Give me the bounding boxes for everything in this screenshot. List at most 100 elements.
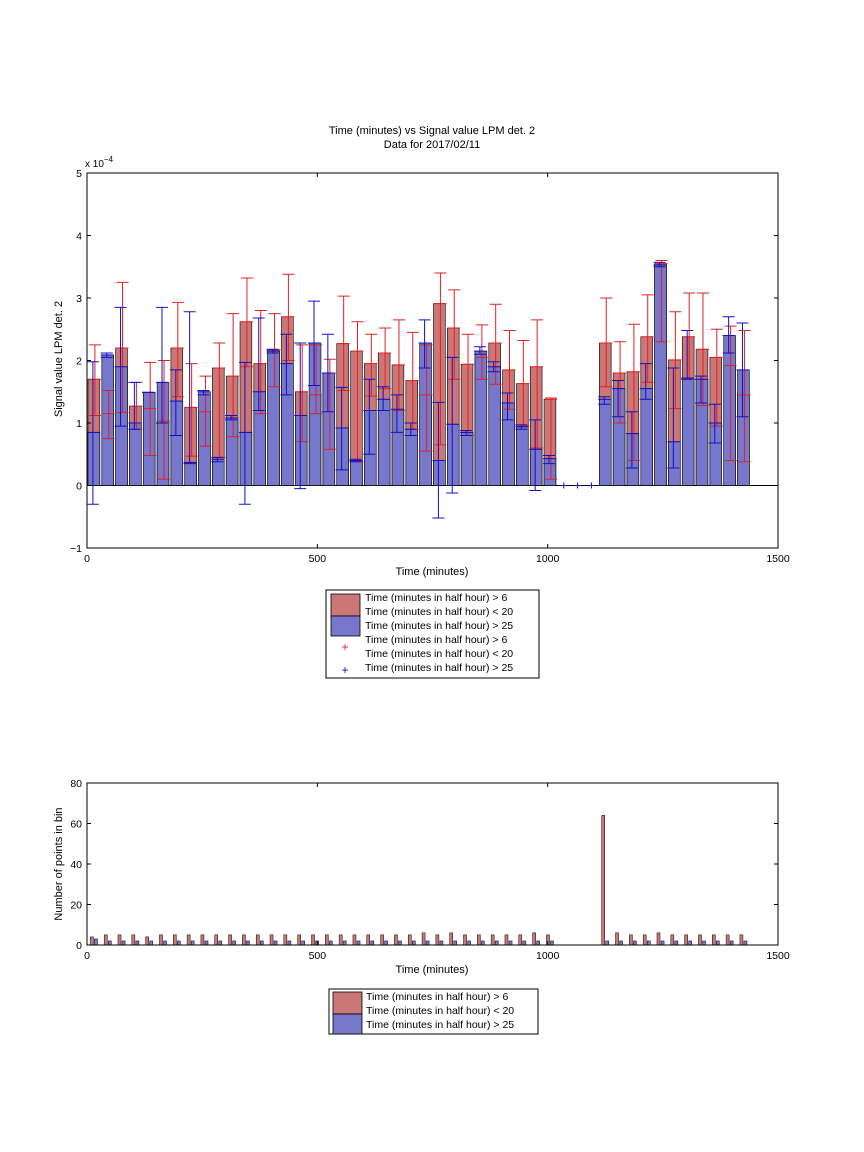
top-legend-entry-2: Time (minutes in half hour) < 20 (365, 606, 513, 618)
bottom-bar-blue (508, 940, 513, 946)
bottom-bar-blue (163, 940, 167, 946)
bottom-legend-red-swatch (332, 991, 363, 1015)
top-errorbar-red (337, 295, 350, 391)
top-bar-blue (364, 410, 377, 486)
top-errorbar-red (296, 344, 309, 443)
top-exponent-power: −4 (104, 155, 114, 164)
bottom-bar-blue (716, 940, 720, 946)
bottom-bar-blue (260, 940, 264, 946)
bottom-bar-red (297, 934, 301, 946)
top-bar-blue (101, 354, 114, 486)
bottom-bar-blue (619, 940, 623, 946)
top-errorbar-blue (211, 456, 224, 463)
bottom-bar-red (449, 932, 453, 946)
top-bar-blue (502, 402, 515, 486)
top-bar-blue (723, 335, 736, 486)
bottom-bar-blue (384, 940, 388, 946)
bottom-legend: Time (minutes in half hour) > 6 Time (mi… (328, 988, 539, 1035)
top-bar-blue (87, 432, 101, 486)
top-errorbar-red (738, 330, 751, 463)
top-bar-blue (142, 392, 156, 486)
top-exponent-base: x 10 (85, 159, 104, 170)
top-errorbar-red (268, 313, 281, 388)
top-bar-blue (212, 458, 225, 486)
top-bar-blue (391, 408, 405, 486)
bottom-bar-red (725, 934, 730, 946)
bottom-bar-blue (287, 940, 292, 946)
top-legend-red-swatch (330, 593, 361, 617)
top-errorbar-blue (404, 422, 417, 436)
top-exponent-label: x 10−4 (85, 155, 114, 170)
bottom-y-tick-label: 40 (70, 859, 82, 871)
top-legend-entry-3: Time (minutes in half hour) > 25 (365, 620, 513, 632)
bottom-bar-red (656, 932, 661, 946)
bottom-bar-red (117, 934, 122, 946)
top-errorbar-blue (432, 401, 445, 519)
top-x-tick-label: 0 (84, 553, 90, 565)
top-bar-blue (281, 363, 294, 486)
top-errorbar-red (144, 361, 157, 456)
bottom-bar-red (712, 934, 716, 946)
bottom-bar-blue (702, 940, 706, 946)
bottom-bar-blue (688, 940, 692, 946)
bottom-bar-blue (674, 940, 679, 946)
bottom-bar-blue (633, 940, 637, 946)
top-x-tick-label: 500 (309, 553, 327, 565)
top-zero-marker (560, 482, 567, 489)
bottom-bar-blue (121, 940, 126, 946)
top-errorbar-red (641, 294, 654, 383)
bottom-bar-red (642, 934, 647, 946)
top-bar-blue (308, 342, 322, 486)
top-errorbar-red (503, 330, 516, 410)
top-errorbar-red (434, 272, 447, 446)
top-bar-blue (516, 426, 529, 486)
top-bar-blue (668, 441, 681, 486)
top-errorbar-red (227, 313, 240, 438)
top-bar-blue (640, 388, 653, 486)
top-errorbar-blue (252, 317, 265, 411)
bottom-bar-red (103, 934, 108, 946)
top-chart: Time (minutes) vs Signal value LPM det. … (53, 125, 790, 679)
top-errorbar-blue (390, 394, 403, 433)
top-bar-red (433, 303, 446, 486)
bottom-bar-blue (301, 940, 306, 946)
top-zero-marker (574, 482, 581, 489)
bottom-plot-area (90, 815, 748, 946)
top-bar-blue (198, 391, 211, 486)
top-errorbar-blue (625, 411, 638, 469)
bottom-bar-red (159, 934, 163, 946)
top-errorbar-blue (501, 392, 514, 421)
top-errorbar-red (489, 303, 502, 385)
top-errorbar-blue (266, 348, 279, 354)
bottom-x-tick-label: 500 (309, 950, 327, 962)
bottom-legend-entry-1: Time (minutes in half hour) > 6 (366, 991, 508, 1003)
bottom-bar-red (366, 934, 371, 946)
bottom-bar-red (435, 934, 440, 946)
top-errorbar-blue (349, 458, 362, 463)
bottom-bar-blue (439, 940, 444, 946)
top-errorbar-blue (197, 390, 210, 396)
top-legend-red-plus: + (341, 640, 348, 654)
bottom-y-tick-label: 80 (70, 778, 82, 790)
top-bar-blue (737, 369, 750, 486)
top-errorbar-blue (308, 300, 321, 386)
bottom-bar-red (463, 934, 467, 946)
top-errorbar-blue (653, 261, 666, 268)
bottom-legend-blue-swatch (332, 1013, 363, 1035)
top-errorbar-blue (681, 330, 694, 380)
bottom-bar-blue (481, 940, 485, 946)
top-legend-entry-1: Time (minutes in half hour) > 6 (365, 592, 507, 604)
bottom-bar-red (380, 934, 384, 946)
top-errorbar-red (669, 311, 682, 410)
top-bar-blue (156, 382, 170, 486)
bottom-bar-blue (246, 940, 250, 946)
bottom-bar-red (629, 934, 633, 946)
bottom-bar-blue (329, 940, 333, 946)
top-errorbar-red (614, 341, 627, 424)
bottom-bar-blue (190, 940, 195, 946)
top-errorbar-red (379, 327, 392, 390)
bottom-bar-red (173, 934, 177, 946)
bottom-bar-blue (453, 940, 458, 946)
bottom-bar-blue (494, 940, 499, 946)
